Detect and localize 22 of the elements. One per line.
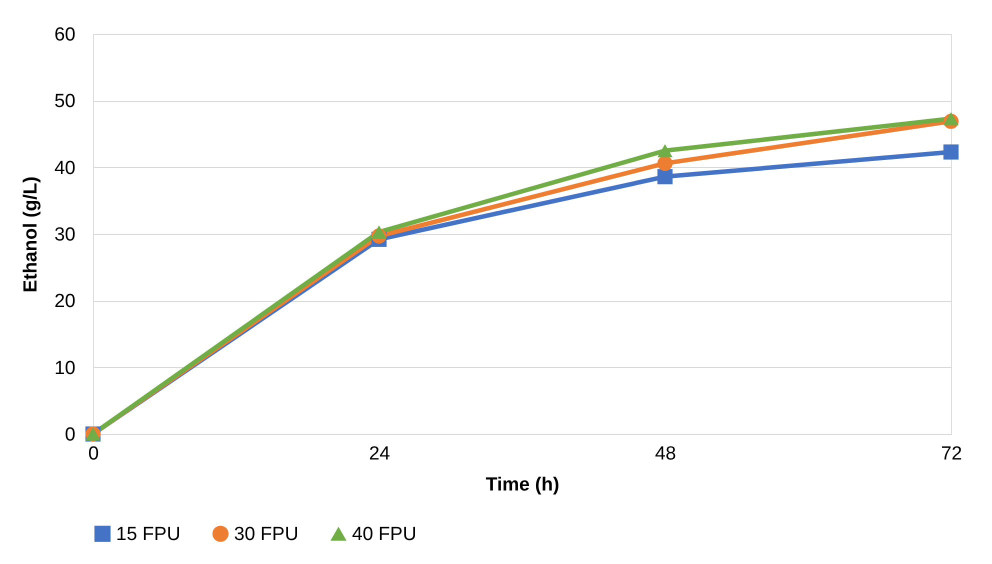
point xyxy=(657,169,673,184)
legend-label: 30 FPU xyxy=(234,524,298,545)
y-tick-label: 10 xyxy=(54,358,76,379)
legend-label: 15 FPU xyxy=(116,524,180,545)
point xyxy=(657,156,673,171)
y-tick-label: 20 xyxy=(54,291,76,312)
x-tick-label: 72 xyxy=(940,444,962,464)
x-tick-label: 48 xyxy=(654,444,676,464)
point xyxy=(943,112,959,126)
y-tick-label: 40 xyxy=(54,158,76,179)
y-tick-label: 0 xyxy=(64,424,76,446)
x-axis-title: Time (h) xyxy=(486,474,560,496)
point xyxy=(943,144,959,160)
point xyxy=(371,225,387,239)
y-axis-title: Ethanol (g/L) xyxy=(20,176,42,293)
y-tick-label: 30 xyxy=(54,224,76,246)
y-tick-label: 50 xyxy=(54,91,76,112)
x-tick-label: 0 xyxy=(88,444,99,464)
x-tick-label: 24 xyxy=(368,444,390,464)
point xyxy=(657,144,673,158)
y-tick-label: 60 xyxy=(54,24,76,46)
legend-label: 40 FPU xyxy=(352,524,416,545)
